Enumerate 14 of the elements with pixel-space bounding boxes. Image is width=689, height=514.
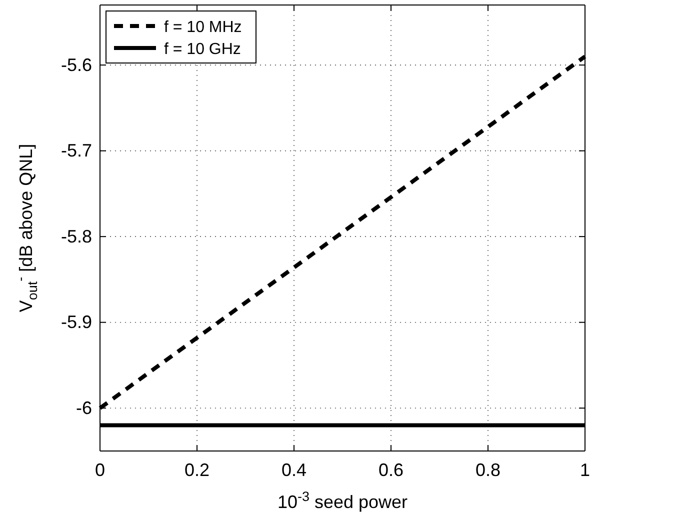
y-tick-label: -5.9 <box>60 312 92 332</box>
legend-label: f = 10 MHz <box>164 19 242 36</box>
x-tick-label: 1 <box>580 460 590 480</box>
y-tick-label: -5.6 <box>60 54 92 75</box>
x-tick-label: 0.4 <box>281 460 307 480</box>
y-tick-label: -5.8 <box>60 226 92 246</box>
x-tick-label: 0.8 <box>475 460 501 480</box>
legend-label: f = 10 GHz <box>164 41 241 58</box>
x-axis-title: 10$^{-3}$ seed power <box>277 489 408 512</box>
x-tick-label: 0 <box>94 460 106 480</box>
x-tick-label: 0.6 <box>378 460 404 480</box>
y-tick-label: -5.7 <box>60 140 92 161</box>
y-tick-label: -6 <box>76 398 92 418</box>
x-tick-label: 0.2 <box>184 460 210 480</box>
